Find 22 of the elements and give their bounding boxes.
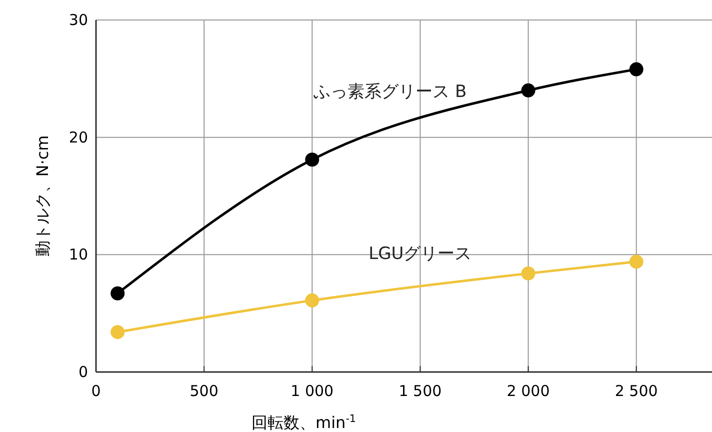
x-tick-label: 0 [91,382,101,400]
point [110,286,125,300]
y-tick-label: 30 [68,11,88,29]
point [110,325,125,340]
series-label: LGUグリース [368,244,472,264]
series-label: ふっ素系グリース B [312,82,467,102]
x-axis-title: 回転数、min$^{-1}$ [252,413,356,432]
y-tick-label: 0 [78,363,88,381]
point [629,62,644,76]
x-tick-label: 1 000 [290,382,334,400]
point [629,254,644,269]
y-tick-label: 10 [68,246,88,264]
x-tick-label: 2 000 [506,382,550,400]
y-tick-label: 20 [68,128,88,146]
point [305,152,320,167]
point [521,83,536,98]
x-tick-label: 1 500 [398,382,442,400]
point [521,266,536,280]
x-tick-label: 2 500 [614,382,658,400]
point [305,293,320,308]
x-tick-label: 500 [190,382,218,400]
y-axis-title: 動トルク、N·cm [33,135,52,257]
